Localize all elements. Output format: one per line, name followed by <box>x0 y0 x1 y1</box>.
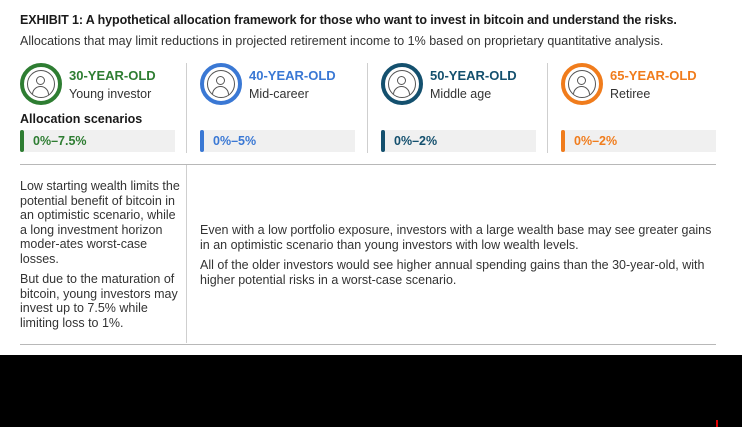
range-50: 0%–2% <box>381 130 536 152</box>
profile-age: 50-YEAR-OLD <box>430 68 517 83</box>
range-bar <box>20 130 24 152</box>
note-young-2: But due to the maturation of bitcoin, yo… <box>20 272 178 330</box>
exhibit-panel: EXHIBIT 1: A hypothetical allocation fra… <box>0 0 742 355</box>
profile-role: Young investor <box>69 87 152 101</box>
page-marker <box>716 420 718 427</box>
note-older-1: Even with a low portfolio exposure, inve… <box>200 223 712 252</box>
notes-divider <box>186 165 187 343</box>
profile-age: 30-YEAR-OLD <box>69 68 156 83</box>
range-bar <box>200 130 204 152</box>
range-bar <box>381 130 385 152</box>
column-divider <box>547 63 548 153</box>
profile-role: Mid-career <box>249 87 309 101</box>
range-40: 0%–5% <box>200 130 355 152</box>
range-label: 0%–2% <box>574 134 618 148</box>
range-label: 0%–7.5% <box>33 134 87 148</box>
exhibit-title: EXHIBIT 1: A hypothetical allocation fra… <box>20 13 677 27</box>
profile-role: Middle age <box>430 87 492 101</box>
column-divider <box>367 63 368 153</box>
person-icon <box>200 63 242 105</box>
profile-30: 30-YEAR-OLD Young investor <box>20 61 180 161</box>
profile-65: 65-YEAR-OLD Retiree <box>561 61 721 161</box>
exhibit-subtitle: Allocations that may limit reductions in… <box>20 34 664 48</box>
allocation-heading: Allocation scenarios <box>20 112 143 126</box>
person-icon <box>20 63 62 105</box>
profile-40: 40-YEAR-OLD Mid-career <box>200 61 360 161</box>
profile-50: 50-YEAR-OLD Middle age <box>381 61 541 161</box>
section-divider-bottom <box>20 344 716 345</box>
person-icon <box>381 63 423 105</box>
profile-age: 65-YEAR-OLD <box>610 68 697 83</box>
note-young-1: Low starting wealth limits the potential… <box>20 179 180 266</box>
person-icon <box>561 63 603 105</box>
range-bar <box>561 130 565 152</box>
range-label: 0%–2% <box>394 134 438 148</box>
section-divider-top <box>20 164 716 165</box>
profile-age: 40-YEAR-OLD <box>249 68 336 83</box>
column-divider <box>186 63 187 153</box>
range-label: 0%–5% <box>213 134 257 148</box>
range-65: 0%–2% <box>561 130 716 152</box>
range-30: 0%–7.5% <box>20 130 175 152</box>
note-older-2: All of the older investors would see hig… <box>200 258 705 287</box>
profile-role: Retiree <box>610 87 651 101</box>
